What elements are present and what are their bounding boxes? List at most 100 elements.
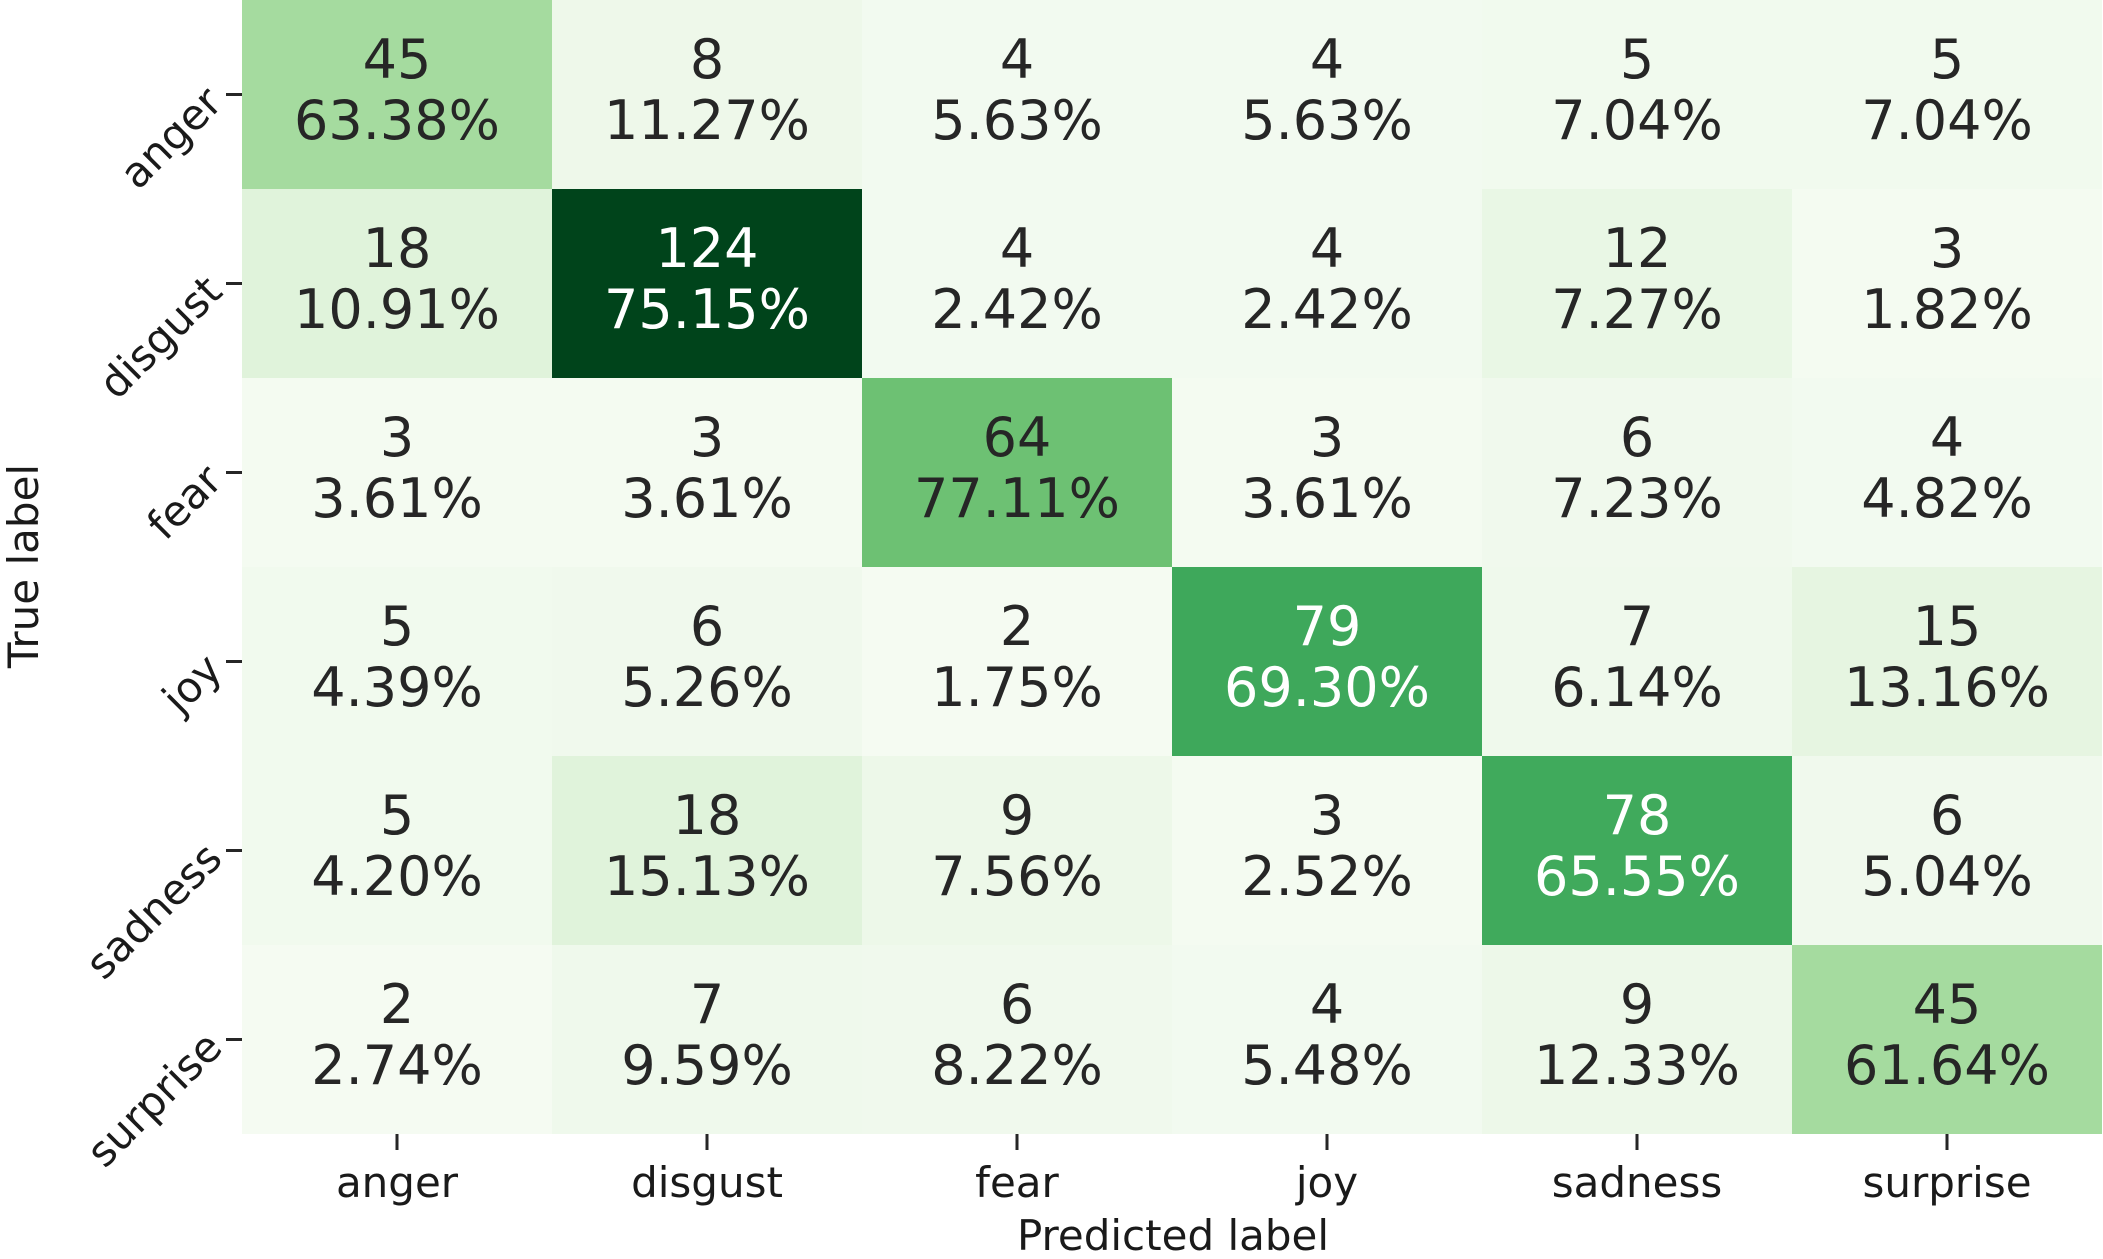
cell-count-label: 15: [1913, 595, 1982, 658]
y-tick-label-surprise: surprise: [77, 1022, 231, 1176]
heatmap-cell-surprise-disgust: [552, 945, 862, 1134]
heatmap-cell-joy-fear: [862, 567, 1172, 756]
cell-count-label: 4: [1310, 28, 1344, 91]
cell-percentage-label: 7.27%: [1551, 278, 1723, 341]
heatmap-cell-joy-surprise: [1792, 567, 2102, 756]
cell-percentage-label: 8.22%: [931, 1034, 1103, 1097]
heatmap-cell-sadness-fear: [862, 756, 1172, 945]
heatmap-cells: 4563.38%811.27%45.63%45.63%57.04%57.04%1…: [242, 0, 2102, 1134]
heatmap-cell-joy-anger: [242, 567, 552, 756]
cell-count-label: 124: [655, 217, 758, 280]
cell-count-label: 3: [1930, 217, 1964, 280]
y-axis-title: True label: [0, 464, 48, 669]
cell-count-label: 78: [1603, 784, 1672, 847]
cell-count-label: 18: [363, 217, 432, 280]
heatmap-cell-disgust-anger: [242, 189, 552, 378]
cell-percentage-label: 5.48%: [1241, 1034, 1413, 1097]
x-tick-label-anger: anger: [336, 1158, 459, 1207]
cell-count-label: 6: [1930, 784, 1964, 847]
y-tick-label-fear: fear: [138, 455, 232, 549]
heatmap-cell-surprise-sadness: [1482, 945, 1792, 1134]
y-tick-label-anger: anger: [110, 77, 232, 199]
cell-percentage-label: 15.13%: [604, 845, 810, 908]
cell-percentage-label: 2.42%: [931, 278, 1103, 341]
x-tick-label-sadness: sadness: [1552, 1158, 1723, 1207]
cell-percentage-label: 1.82%: [1861, 278, 2033, 341]
heatmap-cell-fear-fear: [862, 378, 1172, 567]
x-tick-label-fear: fear: [975, 1158, 1059, 1207]
y-axis-ticks: anger disgust fear joy sadness surprise: [76, 77, 242, 1176]
cell-count-label: 7: [1620, 595, 1654, 658]
cell-percentage-label: 7.04%: [1861, 89, 2033, 152]
cell-percentage-label: 77.11%: [914, 467, 1120, 530]
heatmap-cell-fear-anger: [242, 378, 552, 567]
x-tick-label-disgust: disgust: [631, 1158, 783, 1207]
heatmap-cell-joy-disgust: [552, 567, 862, 756]
cell-count-label: 3: [380, 406, 414, 469]
cell-count-label: 5: [380, 595, 414, 658]
heatmap-cell-joy-joy: [1172, 567, 1482, 756]
heatmap-cell-fear-sadness: [1482, 378, 1792, 567]
cell-count-label: 3: [690, 406, 724, 469]
cell-count-label: 79: [1293, 595, 1362, 658]
cell-count-label: 2: [1000, 595, 1034, 658]
cell-percentage-label: 63.38%: [294, 89, 500, 152]
cell-percentage-label: 1.75%: [931, 656, 1103, 719]
heatmap-cell-surprise-surprise: [1792, 945, 2102, 1134]
cell-count-label: 4: [1000, 28, 1034, 91]
heatmap-cell-fear-disgust: [552, 378, 862, 567]
cell-percentage-label: 2.74%: [311, 1034, 483, 1097]
y-tick-label-sadness: sadness: [76, 833, 231, 988]
cell-count-label: 8: [690, 28, 724, 91]
cell-percentage-label: 2.52%: [1241, 845, 1413, 908]
cell-count-label: 3: [1310, 406, 1344, 469]
cell-count-label: 45: [363, 28, 432, 91]
heatmap-cell-surprise-joy: [1172, 945, 1482, 1134]
cell-count-label: 12: [1603, 217, 1672, 280]
heatmap-cell-disgust-sadness: [1482, 189, 1792, 378]
cell-count-label: 6: [1620, 406, 1654, 469]
heatmap-cell-disgust-fear: [862, 189, 1172, 378]
x-axis-title: Predicted label: [1017, 1211, 1329, 1259]
heatmap-cell-surprise-fear: [862, 945, 1172, 1134]
cell-percentage-label: 5.63%: [1241, 89, 1413, 152]
cell-count-label: 5: [1930, 28, 1964, 91]
heatmap-cell-fear-joy: [1172, 378, 1482, 567]
cell-count-label: 6: [690, 595, 724, 658]
heatmap-cell-anger-surprise: [1792, 0, 2102, 189]
heatmap-cell-fear-surprise: [1792, 378, 2102, 567]
cell-percentage-label: 7.56%: [931, 845, 1103, 908]
cell-count-label: 9: [1000, 784, 1034, 847]
y-tick-label-joy: joy: [152, 644, 231, 723]
heatmap-cell-disgust-joy: [1172, 189, 1482, 378]
cell-percentage-label: 4.39%: [311, 656, 483, 719]
cell-count-label: 2: [380, 973, 414, 1036]
cell-count-label: 64: [983, 406, 1052, 469]
cell-percentage-label: 3.61%: [1241, 467, 1413, 530]
cell-percentage-label: 6.14%: [1551, 656, 1723, 719]
cell-percentage-label: 5.26%: [621, 656, 793, 719]
cell-percentage-label: 3.61%: [311, 467, 483, 530]
heatmap-cell-anger-joy: [1172, 0, 1482, 189]
cell-count-label: 5: [1620, 28, 1654, 91]
heatmap-cell-disgust-disgust: [552, 189, 862, 378]
cell-percentage-label: 7.04%: [1551, 89, 1723, 152]
heatmap-cell-sadness-anger: [242, 756, 552, 945]
heatmap-cell-surprise-anger: [242, 945, 552, 1134]
cell-percentage-label: 5.04%: [1861, 845, 2033, 908]
cell-count-label: 4: [1310, 973, 1344, 1036]
cell-percentage-label: 9.59%: [621, 1034, 793, 1097]
cell-count-label: 5: [380, 784, 414, 847]
cell-percentage-label: 10.91%: [294, 278, 500, 341]
cell-count-label: 4: [1930, 406, 1964, 469]
cell-count-label: 45: [1913, 973, 1982, 1036]
heatmap-cell-sadness-joy: [1172, 756, 1482, 945]
cell-percentage-label: 75.15%: [604, 278, 810, 341]
cell-percentage-label: 69.30%: [1224, 656, 1430, 719]
cell-count-label: 9: [1620, 973, 1654, 1036]
heatmap-cell-sadness-sadness: [1482, 756, 1792, 945]
cell-percentage-label: 3.61%: [621, 467, 793, 530]
heatmap-cell-disgust-surprise: [1792, 189, 2102, 378]
cell-percentage-label: 4.20%: [311, 845, 483, 908]
heatmap-cell-sadness-disgust: [552, 756, 862, 945]
